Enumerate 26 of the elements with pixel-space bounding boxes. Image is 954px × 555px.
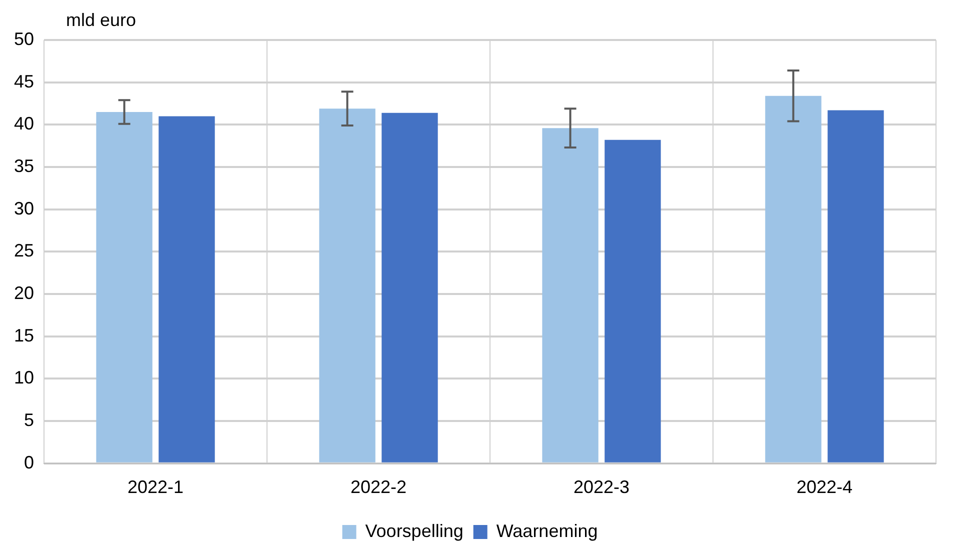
bar	[382, 112, 438, 462]
y-tick-label: 35	[14, 156, 34, 176]
y-axis-title: mld euro	[66, 10, 136, 30]
bar	[828, 110, 884, 462]
x-tick-label: 2022-2	[350, 477, 407, 498]
y-tick-label: 10	[14, 368, 34, 388]
y-tick-label: 50	[14, 28, 34, 49]
y-tick-label: 25	[14, 240, 34, 261]
bar	[96, 112, 152, 462]
bar	[158, 116, 215, 462]
y-tick-label: 45	[14, 71, 34, 92]
x-tick-label: 2022-1	[127, 477, 184, 498]
y-tick-label: 5	[24, 410, 34, 430]
y-tick-label: 40	[14, 114, 34, 134]
bar	[765, 96, 822, 462]
legend-label: Voorspelling	[365, 520, 464, 541]
x-tick-label: 2022-3	[573, 477, 630, 498]
bar	[319, 108, 376, 462]
y-tick-label: 20	[14, 283, 34, 304]
y-tick-label: 30	[14, 198, 34, 218]
y-tick-label: 15	[14, 325, 34, 346]
legend-label: Waarneming	[496, 520, 598, 541]
x-tick-label: 2022-4	[796, 477, 853, 498]
bar	[542, 128, 598, 462]
bar	[604, 140, 661, 462]
y-tick-label: 0	[24, 452, 34, 472]
